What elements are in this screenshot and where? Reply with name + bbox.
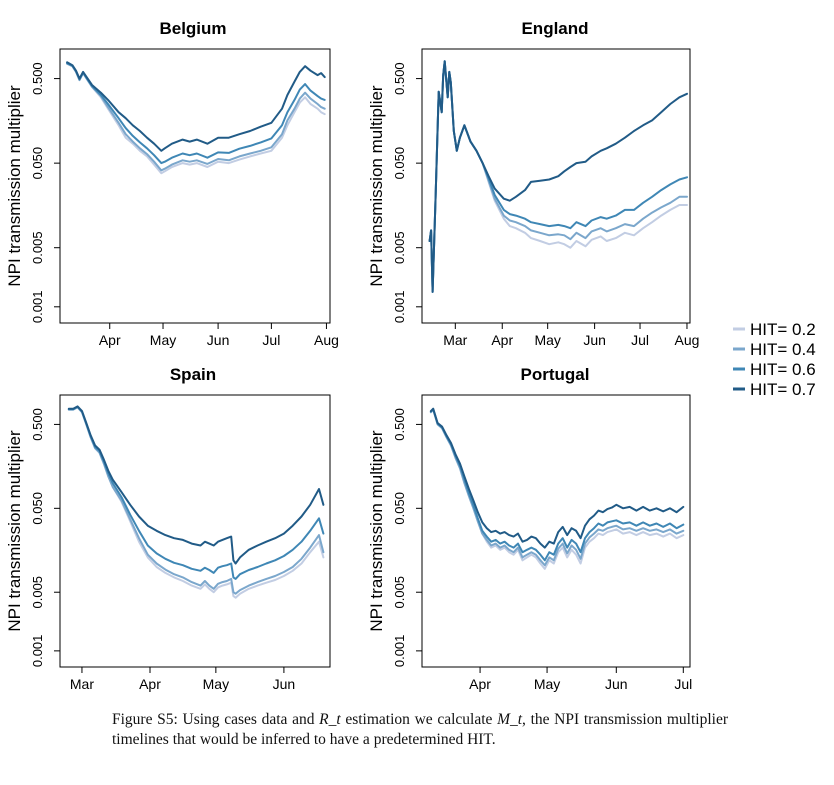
x-tick-label: Aug (314, 332, 339, 348)
y-tick-label: 0.005 (30, 576, 45, 609)
y-tick-label: 0.005 (30, 231, 45, 264)
x-tick-label: May (203, 676, 229, 692)
legend-label: HIT= 0.2 (750, 320, 816, 339)
y-axis-title: NPI transmission multiplier (367, 430, 386, 632)
figure-canvas: Belgium 0.001 0.005 0.050 0.500 NPI transmiss… (5, 19, 816, 692)
caption-symbol-rt: R_t (319, 711, 341, 728)
y-tick-label: 0.001 (392, 291, 407, 324)
y-tick-label: 0.050 (30, 492, 45, 525)
x-tick-label: Aug (675, 332, 700, 348)
y-tick-label: 0.500 (392, 408, 407, 441)
panel-title: England (521, 19, 588, 38)
plot-frame (59, 394, 331, 668)
y-tick-label: 0.050 (392, 492, 407, 525)
x-tick-label: Apr (469, 676, 491, 692)
y-tick-label: 0.500 (392, 62, 407, 95)
plot-frame (421, 48, 691, 324)
panel-title: Belgium (159, 19, 226, 38)
caption-text-1: Using cases data and (182, 711, 320, 728)
y-tick-label: 0.500 (30, 62, 45, 95)
y-tick-label: 0.050 (392, 147, 407, 180)
x-tick-label: May (534, 332, 560, 348)
y-tick-label: 0.001 (30, 291, 45, 324)
legend-label: HIT= 0.4 (750, 340, 816, 359)
y-tick-label: 0.001 (392, 635, 407, 668)
caption-prefix: Figure S5: (112, 711, 178, 728)
y-axis-title: NPI transmission multiplier (5, 430, 24, 632)
x-tick-label: Jun (605, 676, 628, 692)
x-tick-label: Jul (631, 332, 649, 348)
y-axis-title: NPI transmission multiplier (5, 85, 24, 287)
series-line-hit-0.4 (67, 406, 325, 595)
panel-title: Spain (170, 365, 216, 384)
x-tick-label: Jun (583, 332, 606, 348)
y-tick-label: 0.500 (30, 408, 45, 441)
x-tick-label: Apr (139, 676, 161, 692)
series-line-hit-0.7 (429, 407, 685, 549)
y-tick-label: 0.005 (392, 576, 407, 609)
plot-frame (421, 394, 691, 668)
x-tick-label: May (534, 676, 560, 692)
panel-title: Portugal (521, 365, 590, 384)
y-tick-label: 0.001 (30, 635, 45, 668)
caption-symbol-mt-text: M_t (497, 711, 523, 728)
x-tick-label: Apr (99, 332, 121, 348)
series-line-hit-0.7 (66, 61, 326, 152)
series-line-hit-0.6 (429, 408, 685, 562)
x-tick-label: May (150, 332, 176, 348)
x-tick-label: Jul (262, 332, 280, 348)
caption-symbol-mt: M_t (497, 711, 522, 728)
panel-england: England 0.001 0.005 0.050 0.500 NPI transmiss… (367, 19, 699, 348)
series-line-hit-0.6 (66, 62, 326, 165)
x-tick-label: Jun (273, 676, 296, 692)
series-line-hit-0.2 (66, 62, 326, 175)
figure-caption: Figure S5: Using cases data and R_t esti… (112, 710, 728, 750)
y-tick-label: 0.050 (30, 147, 45, 180)
x-tick-label: Jun (207, 332, 230, 348)
series-line-hit-0.7 (428, 60, 688, 293)
panel-spain: Spain 0.001 0.005 0.050 0.500 NPI transmissio… (5, 365, 331, 692)
series-line-hit-0.7 (67, 405, 325, 565)
x-tick-label: Jul (674, 676, 692, 692)
series-line-hit-0.6 (67, 405, 325, 580)
legend-label: HIT= 0.6 (750, 360, 816, 379)
caption-text-2: estimation we calculate (340, 711, 498, 728)
x-tick-label: Mar (443, 332, 467, 348)
legend-label: HIT= 0.7 (750, 380, 816, 399)
plot-frame (59, 48, 331, 324)
caption-symbol-rt-text: R_t (319, 711, 341, 728)
x-tick-label: Mar (70, 676, 94, 692)
caption-text-3: , the NPI transmission multiplier timeli… (112, 711, 728, 748)
panel-portugal: Portugal 0.001 0.005 0.050 0.500 NPI transmis… (367, 365, 692, 692)
x-tick-label: Apr (491, 332, 513, 348)
y-tick-label: 0.005 (392, 231, 407, 264)
panel-belgium: Belgium 0.001 0.005 0.050 0.500 NPI transmiss… (5, 19, 339, 348)
y-axis-title: NPI transmission multiplier (367, 85, 386, 287)
